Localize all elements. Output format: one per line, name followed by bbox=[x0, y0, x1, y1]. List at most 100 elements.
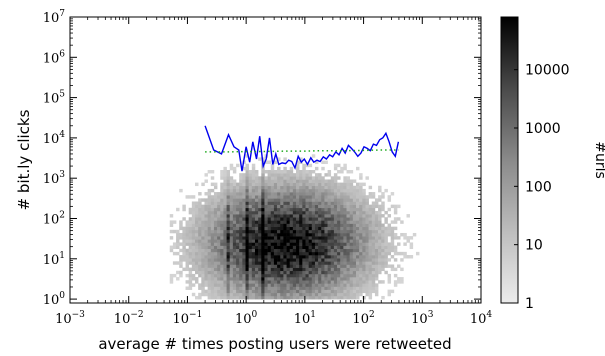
heatmap-cell bbox=[314, 176, 319, 180]
heatmap-cell bbox=[198, 229, 202, 234]
heatmap-cell bbox=[406, 239, 410, 243]
heatmap-cell bbox=[207, 204, 212, 209]
x-tick-label-exp: −1 bbox=[189, 310, 202, 320]
heatmap-cell bbox=[201, 255, 205, 259]
heatmap-cell bbox=[188, 217, 193, 221]
heatmap-cell bbox=[195, 204, 199, 209]
heatmap-cell bbox=[239, 245, 243, 250]
heatmap-cell bbox=[368, 258, 373, 262]
heatmap-cell bbox=[185, 236, 189, 240]
heatmap-cell bbox=[289, 176, 294, 180]
heatmap-cell bbox=[321, 264, 325, 268]
heatmap-cell bbox=[286, 295, 291, 300]
heatmap-cell bbox=[277, 214, 281, 218]
heatmap-cell bbox=[318, 248, 322, 253]
heatmap-cell bbox=[337, 280, 341, 284]
heatmap-cell bbox=[400, 251, 404, 256]
heatmap-cell bbox=[245, 232, 249, 237]
x-tick-label-exp: 0 bbox=[252, 310, 258, 320]
heatmap-cell bbox=[318, 223, 322, 227]
heatmap-cell bbox=[286, 226, 291, 231]
heatmap-cell bbox=[261, 198, 265, 202]
heatmap-cell bbox=[349, 258, 354, 262]
heatmap-cell bbox=[270, 292, 275, 297]
heatmap-cell bbox=[264, 192, 268, 196]
heatmap-cell bbox=[223, 185, 227, 190]
heatmap-cell bbox=[359, 289, 363, 294]
heatmap-cell bbox=[296, 245, 300, 250]
heatmap-cell bbox=[223, 245, 227, 250]
heatmap-cell bbox=[390, 264, 395, 268]
heatmap-cell bbox=[220, 195, 224, 199]
heatmap-cell bbox=[267, 239, 272, 243]
heatmap-cell bbox=[191, 229, 196, 234]
heatmap-cell bbox=[185, 239, 189, 243]
heatmap-cell bbox=[210, 273, 215, 278]
heatmap-cell bbox=[324, 188, 328, 193]
heatmap-cell bbox=[213, 251, 218, 256]
heatmap-cell bbox=[340, 229, 344, 234]
heatmap-cell bbox=[321, 232, 325, 237]
heatmap-cell bbox=[254, 261, 259, 265]
heatmap-cell bbox=[217, 195, 221, 199]
heatmap-cell bbox=[327, 217, 332, 221]
heatmap-cell bbox=[248, 210, 253, 215]
x-tick-label: 104 bbox=[470, 310, 493, 327]
colorbar-tick-label: 1000 bbox=[525, 121, 561, 137]
heatmap-cell bbox=[213, 261, 218, 265]
heatmap-cell bbox=[242, 182, 246, 187]
heatmap-cell bbox=[337, 232, 341, 237]
heatmap-cell bbox=[368, 239, 373, 243]
heatmap-cell bbox=[251, 232, 256, 237]
x-tick-label-base: 10 bbox=[470, 312, 487, 327]
heatmap-cell bbox=[185, 232, 189, 237]
heatmap-cell bbox=[210, 176, 215, 180]
heatmap-cell bbox=[286, 255, 291, 259]
heatmap-cell bbox=[308, 242, 313, 246]
heatmap-cell bbox=[384, 217, 388, 221]
heatmap-cell bbox=[226, 267, 231, 272]
heatmap-cell bbox=[349, 182, 354, 187]
heatmap-cell bbox=[299, 176, 303, 180]
heatmap-cell bbox=[299, 195, 303, 199]
heatmap-cell bbox=[261, 170, 265, 174]
heatmap-cell bbox=[381, 223, 385, 227]
heatmap-cell bbox=[324, 210, 328, 215]
heatmap-cell bbox=[242, 273, 246, 278]
heatmap-cell bbox=[318, 207, 322, 212]
heatmap-cell bbox=[258, 292, 262, 297]
heatmap-cell bbox=[242, 280, 246, 284]
heatmap-cell bbox=[242, 223, 246, 227]
heatmap-cell bbox=[283, 210, 287, 215]
heatmap-cell bbox=[324, 229, 328, 234]
heatmap-cell bbox=[365, 217, 369, 221]
heatmap-cell bbox=[226, 226, 231, 231]
heatmap-cell bbox=[280, 251, 284, 256]
heatmap-cell bbox=[220, 283, 224, 287]
heatmap-cell bbox=[217, 270, 221, 275]
heatmap-cell bbox=[340, 170, 344, 174]
heatmap-cell bbox=[264, 182, 268, 187]
heatmap-cell bbox=[308, 204, 313, 209]
heatmap-cell bbox=[185, 273, 189, 278]
heatmap-cell bbox=[330, 295, 335, 300]
heatmap-cell bbox=[289, 201, 294, 205]
heatmap-cell bbox=[217, 283, 221, 287]
heatmap-cell bbox=[381, 236, 385, 240]
heatmap-cell bbox=[251, 289, 256, 294]
heatmap-cell bbox=[188, 236, 193, 240]
heatmap-cell bbox=[365, 264, 369, 268]
heatmap-cell bbox=[381, 192, 385, 196]
heatmap-cell bbox=[195, 245, 199, 250]
heatmap-cell bbox=[223, 214, 227, 218]
series-line-1 bbox=[205, 149, 399, 153]
heatmap-cell bbox=[299, 210, 303, 215]
y-tick-label: 105 bbox=[43, 90, 66, 107]
heatmap-cell bbox=[283, 267, 287, 272]
heatmap-cell bbox=[207, 286, 212, 290]
heatmap-cell bbox=[280, 289, 284, 294]
heatmap-cell bbox=[254, 258, 259, 262]
heatmap-cell bbox=[393, 226, 398, 231]
heatmap-cell bbox=[305, 232, 309, 237]
heatmap-cell bbox=[226, 277, 231, 281]
